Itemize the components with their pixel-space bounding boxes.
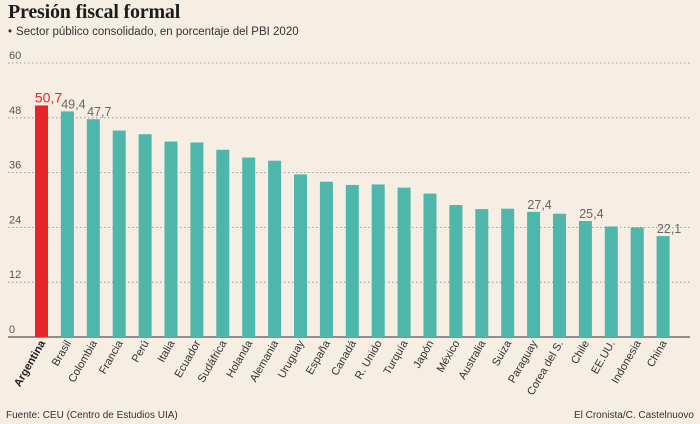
x-tick-label: Francia [97, 338, 126, 377]
x-tick-label: Brasil [50, 339, 74, 369]
x-tick-label: China [645, 338, 670, 370]
bar [656, 236, 670, 337]
bar [527, 211, 541, 337]
y-tick-label: 0 [9, 324, 15, 336]
bar [475, 209, 489, 337]
bar [423, 193, 437, 337]
bar [138, 134, 152, 337]
y-tick-label: 36 [9, 160, 21, 172]
data-label: 47,7 [87, 105, 111, 119]
bar [242, 157, 256, 337]
bar [86, 119, 100, 337]
bar [553, 213, 566, 337]
bar [345, 184, 359, 337]
chart-title: Presión fiscal formal [8, 1, 181, 23]
bar [60, 111, 74, 337]
bar [397, 187, 411, 337]
bar [112, 130, 126, 337]
data-label: 27,4 [527, 198, 551, 212]
y-tick-label: 24 [9, 214, 21, 226]
bar [501, 208, 515, 337]
subtitle-text: Sector público consolidado, en porcentaj… [16, 26, 299, 38]
data-label: 22,1 [657, 222, 681, 236]
data-label: 25,4 [579, 207, 603, 221]
x-tick-label: Turquía [382, 338, 412, 377]
bar [268, 160, 282, 337]
source-note: Fuente: CEU (Centro de Estudios UIA) [6, 410, 178, 421]
x-tick-label: Japón [411, 339, 436, 371]
chart-subtitle: • Sector público consolidado, en porcenta… [8, 26, 299, 38]
x-tick-label: Perú [130, 339, 152, 365]
bar [190, 142, 204, 337]
bar [449, 205, 463, 337]
data-label: 50,7 [35, 89, 62, 105]
bar [630, 227, 644, 337]
x-tick-label: Suiza [490, 338, 515, 369]
bar [319, 181, 333, 337]
credit-note: El Cronista/C. Castelnuovo [573, 410, 694, 421]
y-tick-label: 48 [9, 105, 21, 117]
x-tick-label: Italia [156, 338, 178, 365]
x-tick-label: Chile [569, 339, 592, 367]
x-tick-label: EE.UU. [589, 339, 618, 377]
y-tick-label: 60 [9, 50, 21, 62]
bar [578, 221, 592, 337]
bar [371, 184, 385, 337]
bar [35, 105, 48, 337]
bar [164, 141, 178, 337]
bar [216, 149, 230, 337]
subtitle-bullet: • [8, 26, 13, 38]
y-tick-label: 12 [9, 269, 21, 281]
x-tick-label: Argentina [12, 338, 49, 389]
bar [604, 226, 618, 337]
bar [294, 174, 307, 337]
x-tick-label: México [435, 339, 463, 375]
data-label: 49,4 [61, 97, 85, 111]
